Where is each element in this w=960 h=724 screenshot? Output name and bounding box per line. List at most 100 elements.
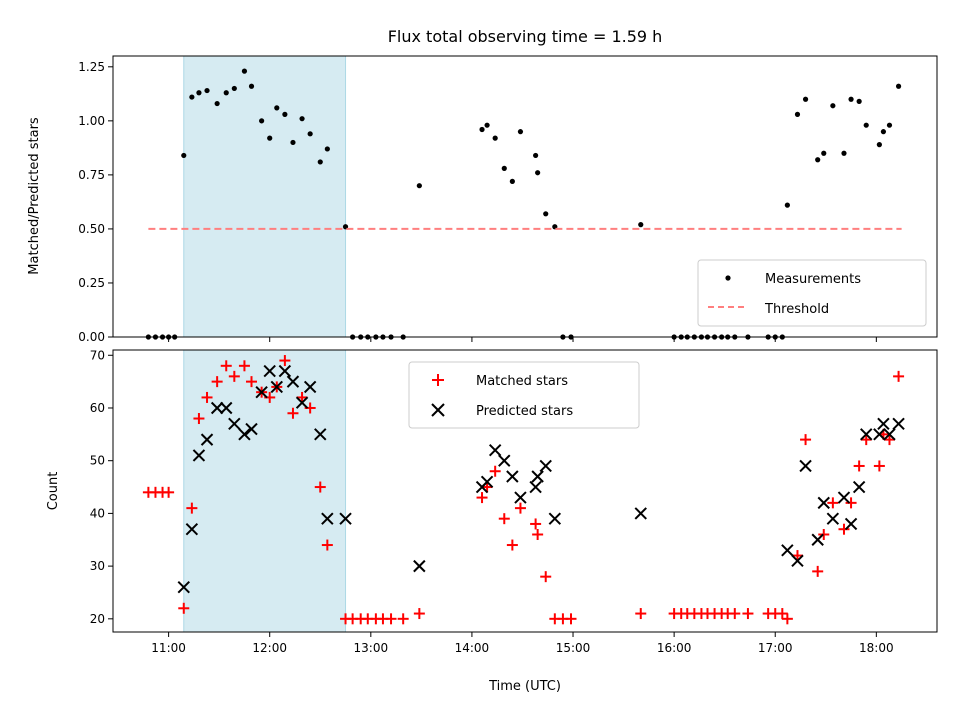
top-plot-frame xyxy=(112,55,938,338)
x-tick-label: 17:00 xyxy=(758,641,793,655)
matched-star-point xyxy=(201,391,213,403)
predicted-star-point xyxy=(837,491,851,504)
predicted-star-point xyxy=(238,428,251,441)
predicted-star-point xyxy=(892,417,905,431)
matched-star-point xyxy=(873,460,885,472)
matched-star-point xyxy=(540,571,552,583)
predicted-star-point xyxy=(185,523,199,536)
matched-star-point xyxy=(893,370,905,382)
predicted-star-point xyxy=(413,559,426,573)
predicted-star-point xyxy=(278,364,292,378)
predicted-star-point xyxy=(883,428,896,441)
measurement-point xyxy=(841,150,847,156)
predicted-star-point xyxy=(873,428,886,441)
measurement-point xyxy=(259,118,265,124)
measurement-point xyxy=(307,131,313,137)
matched-star-point xyxy=(238,360,250,372)
predicted-star-point xyxy=(498,454,511,467)
predicted-star-point xyxy=(539,459,552,473)
matched-star-point xyxy=(781,613,793,625)
matched-star-point xyxy=(321,539,333,551)
measurement-point xyxy=(241,68,248,74)
measurement-point xyxy=(181,152,187,159)
matched-star-point xyxy=(729,608,741,620)
x-tick-label: 18:00 xyxy=(859,641,894,655)
x-tick-label: 11:00 xyxy=(151,641,186,655)
legend-measurements-marker xyxy=(725,275,731,281)
measurement-point xyxy=(501,165,507,171)
matched-star-point xyxy=(506,539,518,551)
measurement-point xyxy=(214,100,220,107)
top-legend-box xyxy=(697,259,927,327)
matched-star-point xyxy=(178,602,190,614)
y-tick-label: 1.00 xyxy=(78,114,105,128)
legend-matched-label: Matched stars xyxy=(476,374,568,389)
measurement-point xyxy=(638,222,644,228)
matched-star-point xyxy=(812,565,824,577)
matched-star-point xyxy=(287,407,299,419)
measurement-point xyxy=(533,152,539,159)
matched-star-point xyxy=(163,486,175,498)
matched-star-point xyxy=(860,434,872,446)
matched-star-point xyxy=(314,481,326,493)
predicted-star-point xyxy=(506,470,519,483)
predicted-star-point xyxy=(531,470,544,483)
legend-measurements-label: Measurements xyxy=(765,272,861,287)
x-tick-label: 16:00 xyxy=(657,641,692,655)
measurement-point xyxy=(815,157,821,163)
measurement-point xyxy=(282,111,288,117)
matched-star-point xyxy=(279,355,291,367)
measurement-point xyxy=(830,103,836,109)
measurement-point xyxy=(863,122,869,128)
x-tick-label: 13:00 xyxy=(354,641,389,655)
matched-star-point xyxy=(818,528,830,540)
matched-star-point xyxy=(246,376,258,388)
predicted-star-point xyxy=(286,375,300,388)
y-tick-label: 0.25 xyxy=(78,276,105,290)
matched-star-point xyxy=(635,608,647,620)
y-tick-label: 50 xyxy=(90,454,105,468)
bottom-legend: Matched stars Predicted stars xyxy=(408,361,640,429)
measurement-point xyxy=(267,135,273,141)
measurement-point xyxy=(248,83,255,89)
matched-star-point xyxy=(397,613,409,625)
predicted-star-point xyxy=(548,512,562,525)
predicted-star-point xyxy=(200,433,214,446)
legend-predicted-label: Predicted stars xyxy=(476,404,573,419)
bottom-plot-frame xyxy=(112,349,938,633)
matched-star-point xyxy=(296,391,308,403)
matched-star-point xyxy=(883,434,895,446)
predicted-star-point xyxy=(177,580,190,594)
measurement-point xyxy=(196,90,202,96)
matched-star-point xyxy=(514,502,526,514)
bottom-y-axis-label: Count xyxy=(46,472,61,511)
predicted-star-point xyxy=(781,544,794,557)
matched-star-point xyxy=(845,497,857,509)
measurement-point xyxy=(509,178,515,184)
y-tick-label: 0.75 xyxy=(78,168,105,182)
measurement-point xyxy=(876,142,882,148)
measurement-point xyxy=(317,159,323,165)
measurement-point xyxy=(223,90,229,96)
measurement-point xyxy=(856,98,862,104)
predicted-star-point xyxy=(321,512,334,525)
y-tick-label: 40 xyxy=(90,506,105,520)
measurement-point xyxy=(794,111,801,117)
matched-star-point xyxy=(776,608,788,620)
measurement-point xyxy=(543,211,549,217)
measurement-point xyxy=(324,146,330,152)
bottom-legend-box xyxy=(408,361,640,429)
legend-matched-marker xyxy=(432,374,444,386)
matched-star-point xyxy=(220,360,232,372)
matched-star-point xyxy=(186,502,198,514)
legend-predicted-marker xyxy=(431,403,445,417)
predicted-star-point xyxy=(529,480,542,494)
measurement-point xyxy=(299,116,305,122)
matched-star-point xyxy=(565,613,577,625)
y-tick-label: 1.25 xyxy=(78,60,105,74)
y-tick-label: 0.50 xyxy=(78,222,105,236)
matched-star-point xyxy=(838,523,850,535)
predicted-star-point xyxy=(228,417,241,431)
predicted-star-point xyxy=(220,401,233,415)
predicted-star-point xyxy=(263,364,276,378)
